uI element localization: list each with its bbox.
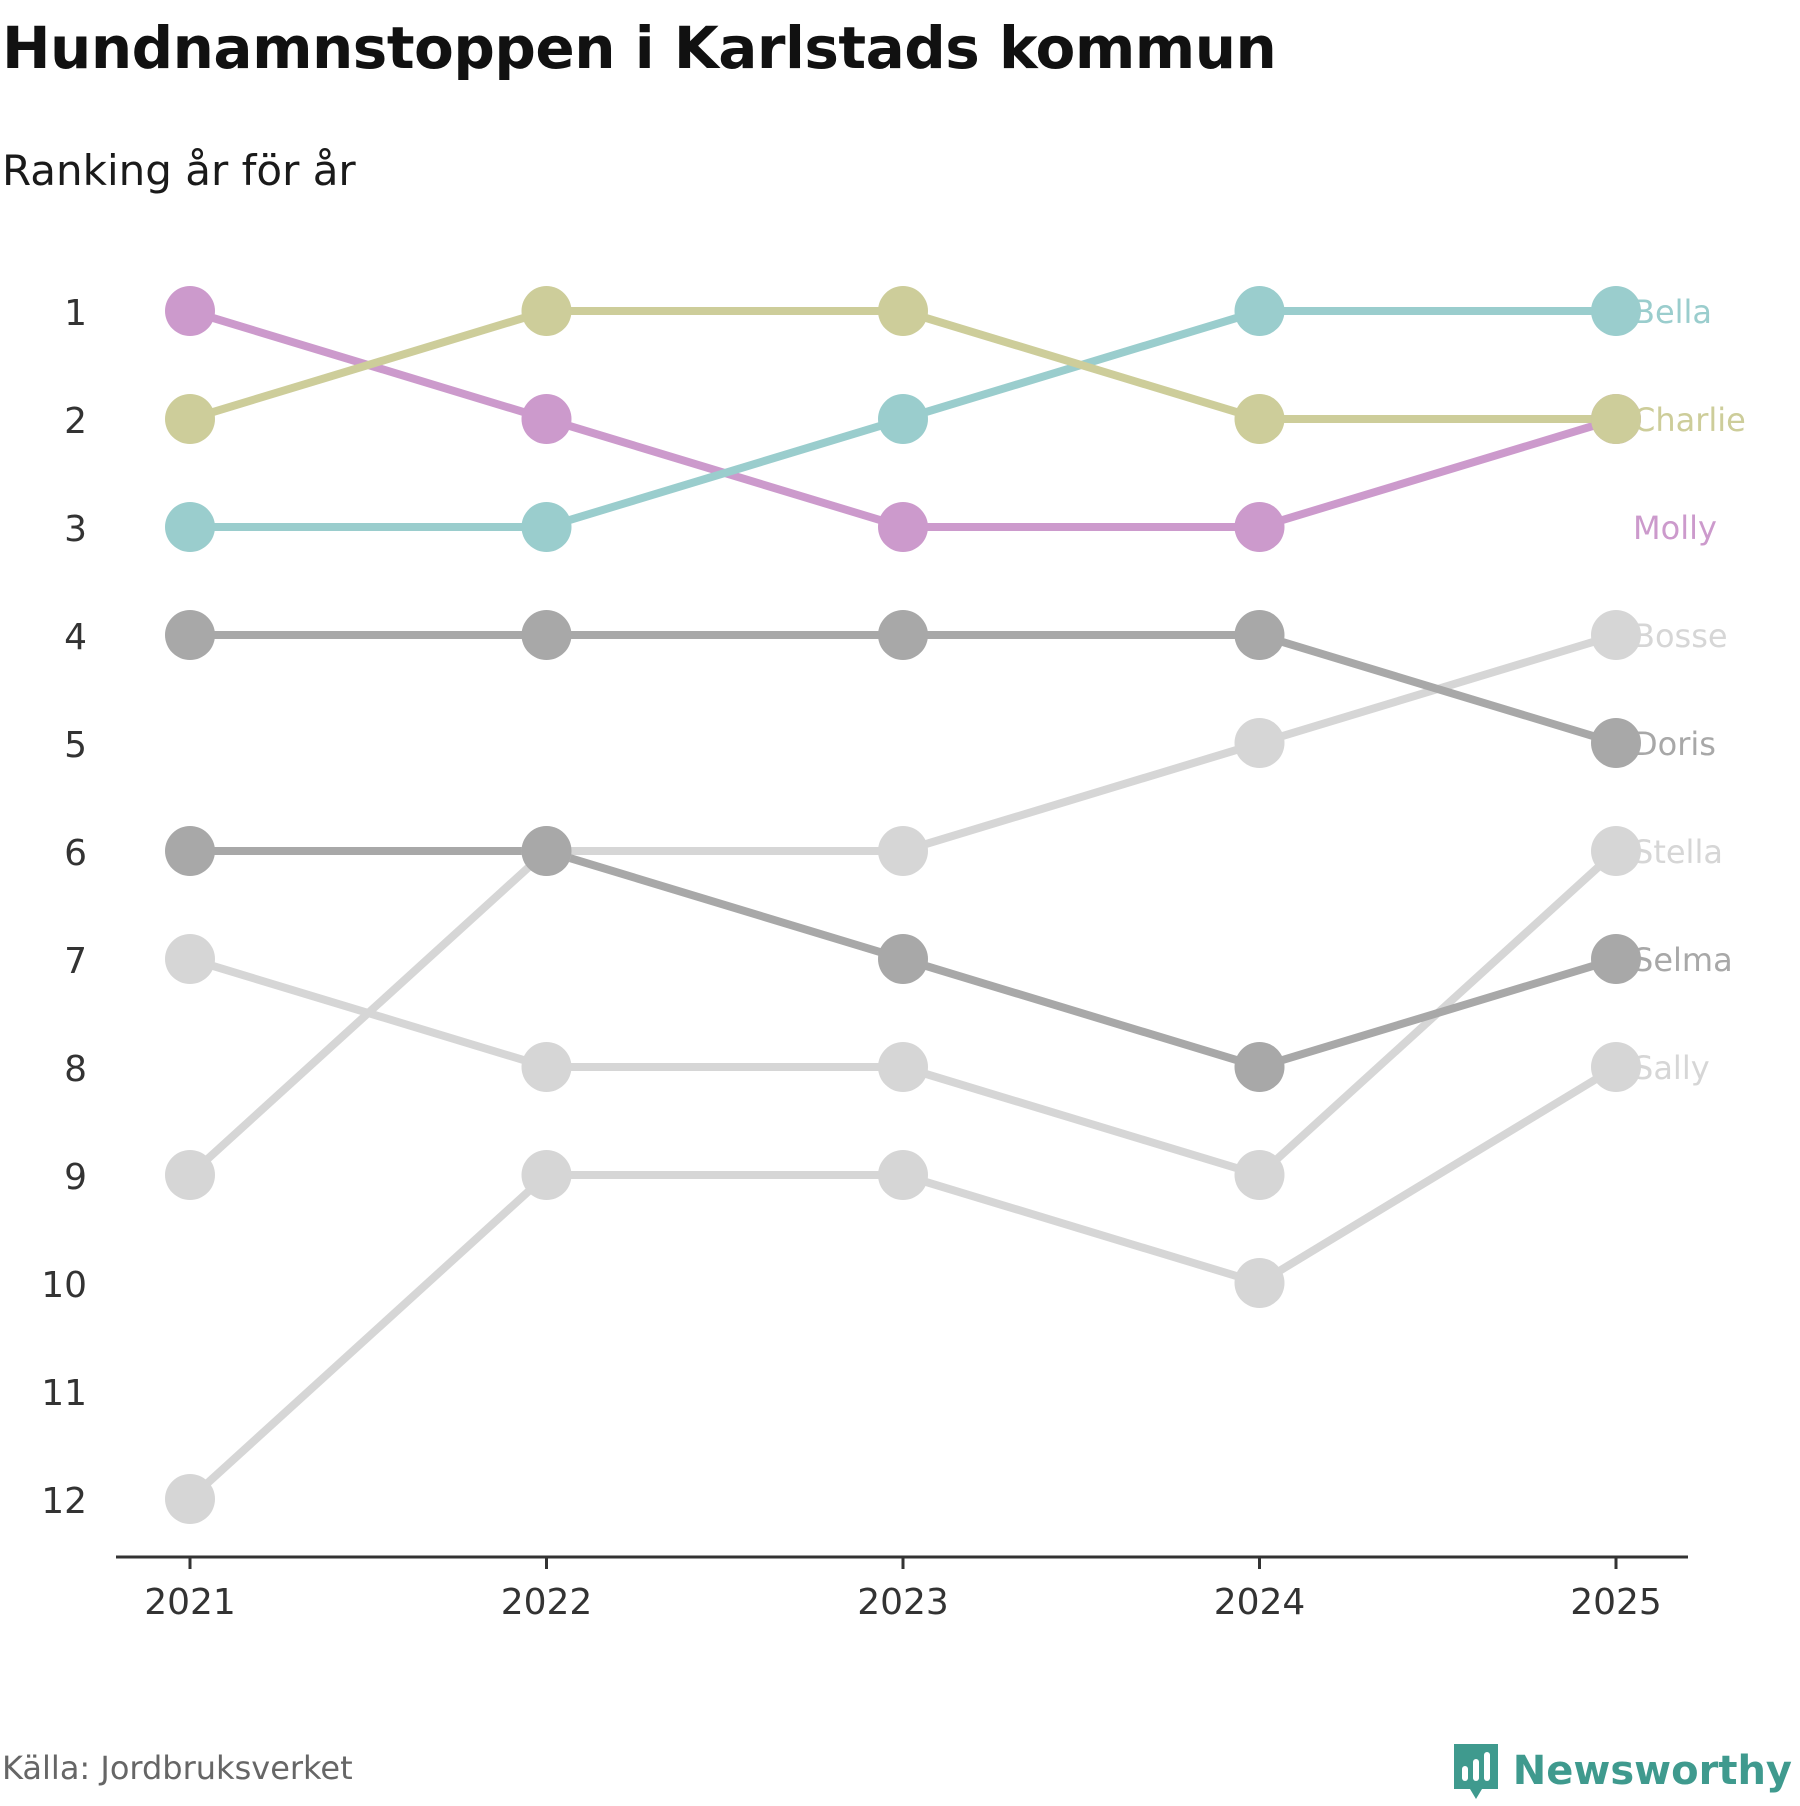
data-point-bosse xyxy=(1234,718,1285,768)
data-point-sally xyxy=(878,1150,928,1200)
x-axis: 2021 2022 2023 2024 2025 xyxy=(116,1555,1688,1623)
y-tick-label: 9 xyxy=(64,1157,87,1198)
data-point-selma xyxy=(521,826,572,876)
data-point-charlie xyxy=(521,286,572,336)
data-point-sally xyxy=(1591,1042,1641,1092)
y-tick-label: 4 xyxy=(64,617,87,658)
data-point-stella xyxy=(1234,1150,1285,1200)
end-label-sally: Sally xyxy=(1633,1049,1710,1087)
end-label-stella: Stella xyxy=(1633,833,1723,871)
data-point-doris xyxy=(878,610,928,660)
x-tick-label: 2023 xyxy=(857,1582,949,1623)
data-point-bella xyxy=(165,502,215,552)
data-point-selma xyxy=(1591,934,1641,984)
data-point-bosse xyxy=(878,826,928,876)
data-point-selma xyxy=(165,826,215,876)
y-tick-label: 10 xyxy=(41,1265,87,1306)
series-line-bosse xyxy=(186,631,1620,1179)
y-tick-label: 7 xyxy=(64,941,87,982)
brand-name: Newsworthy xyxy=(1512,1748,1792,1794)
data-point-bella xyxy=(1234,286,1285,336)
data-point-bosse xyxy=(165,1150,215,1200)
end-label-charlie: Charlie xyxy=(1633,401,1746,439)
x-tick-label: 2022 xyxy=(501,1582,593,1623)
data-point-selma xyxy=(878,934,928,984)
data-point-sally xyxy=(1234,1258,1285,1308)
x-tick-label: 2025 xyxy=(1570,1582,1662,1623)
data-point-stella xyxy=(521,1042,572,1092)
data-point-doris xyxy=(1234,610,1285,660)
data-point-stella xyxy=(1591,826,1641,876)
y-tick-label: 2 xyxy=(64,401,87,442)
data-point-bella xyxy=(1591,286,1641,336)
series-end-labels: Bella Charlie Molly Bosse Doris Stella Selma Sa… xyxy=(1633,293,1746,1087)
data-point-sally xyxy=(165,1474,215,1524)
data-point-molly xyxy=(1234,502,1285,552)
series-line-sally xyxy=(186,1063,1620,1503)
data-point-doris xyxy=(165,610,215,660)
data-point-stella xyxy=(878,1042,928,1092)
source-note: Källa: Jordbruksverket xyxy=(2,1749,353,1787)
x-tick-label: 2024 xyxy=(1214,1582,1306,1623)
x-tick-label: 2021 xyxy=(144,1582,236,1623)
series-points xyxy=(165,286,1641,1524)
data-point-charlie xyxy=(1591,394,1641,444)
data-point-charlie xyxy=(1234,394,1285,444)
data-point-selma xyxy=(1234,1042,1285,1092)
data-point-bosse xyxy=(1591,610,1641,660)
data-point-stella xyxy=(165,934,215,984)
y-tick-label: 5 xyxy=(64,725,87,766)
brand-logo: Newsworthy xyxy=(1451,1736,1792,1806)
series-line-stella xyxy=(186,847,1620,1179)
y-tick-label: 6 xyxy=(64,833,87,874)
y-tick-label: 3 xyxy=(64,509,87,550)
data-point-molly xyxy=(878,502,928,552)
data-point-bella xyxy=(878,394,928,444)
y-tick-label: 12 xyxy=(41,1481,87,1522)
end-label-doris: Doris xyxy=(1633,725,1716,763)
end-label-selma: Selma xyxy=(1633,941,1733,979)
bar-chart-speech-bubble-icon xyxy=(1453,1744,1498,1799)
data-point-molly xyxy=(165,286,215,336)
end-label-molly: Molly xyxy=(1633,509,1717,547)
data-point-charlie xyxy=(878,286,928,336)
data-point-bella xyxy=(521,502,572,552)
data-point-doris xyxy=(1591,718,1641,768)
end-label-bosse: Bosse xyxy=(1633,617,1728,655)
data-point-charlie xyxy=(165,394,215,444)
data-point-molly xyxy=(521,394,572,444)
chart-title: Hundnamnstoppen i Karlstads kommun xyxy=(2,14,1277,82)
y-tick-label: 8 xyxy=(64,1049,87,1090)
end-label-bella: Bella xyxy=(1633,293,1712,331)
data-point-sally xyxy=(521,1150,572,1200)
series-lines xyxy=(186,307,1620,1503)
y-tick-label: 11 xyxy=(41,1373,87,1414)
y-tick-label: 1 xyxy=(64,293,87,334)
data-point-doris xyxy=(521,610,572,660)
chart-subtitle: Ranking år för år xyxy=(2,146,356,195)
